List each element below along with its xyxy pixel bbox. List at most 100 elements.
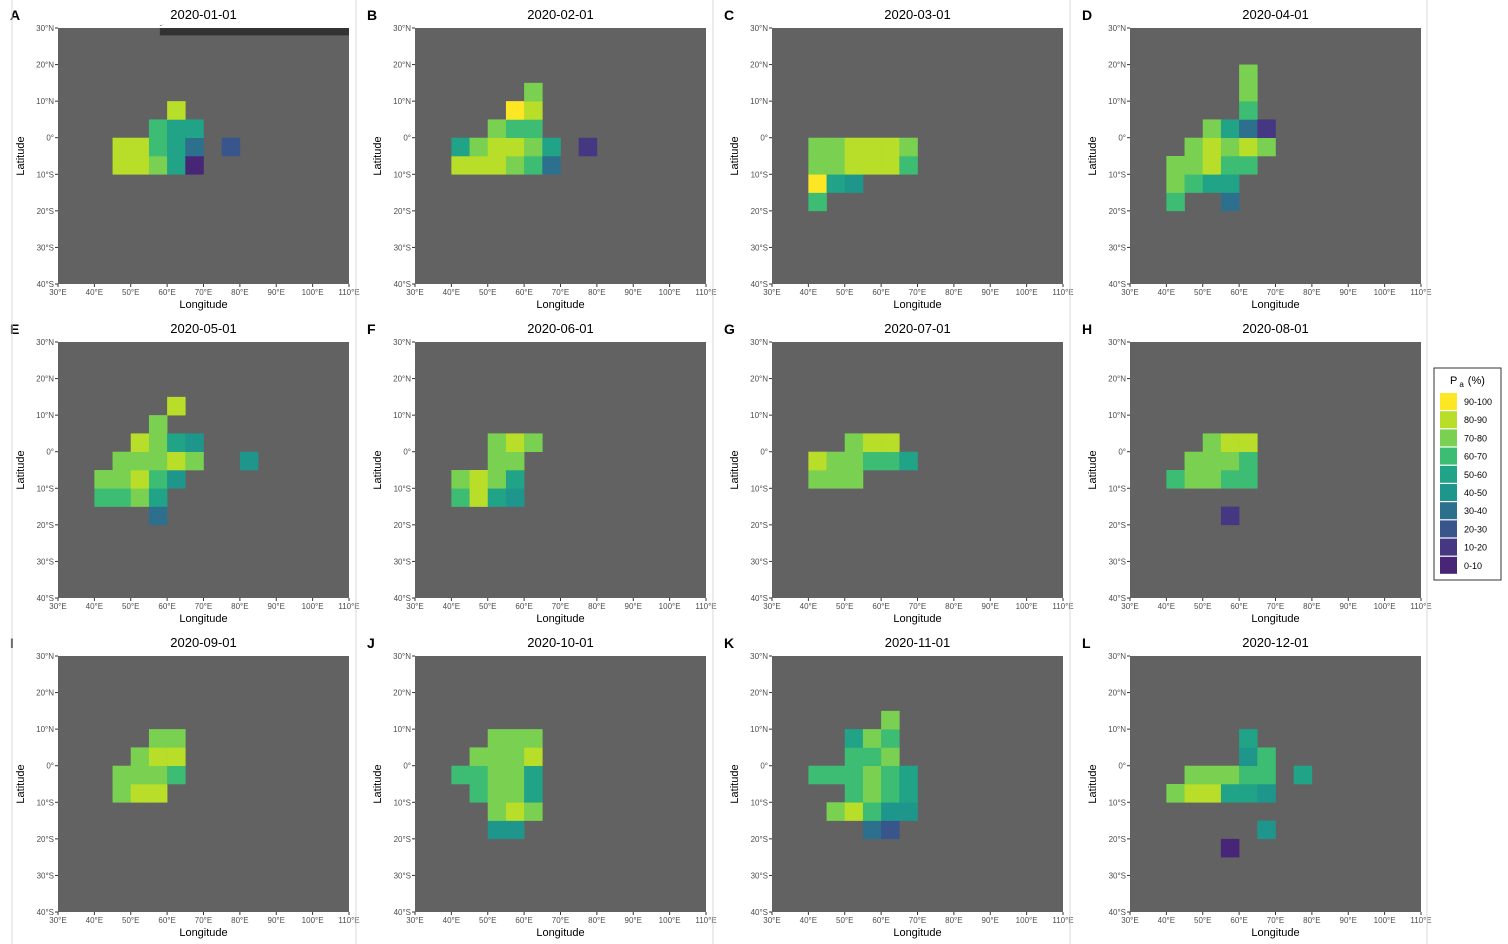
x-tick-label: 60°E bbox=[158, 916, 175, 925]
heat-cell bbox=[469, 747, 489, 767]
y-tick-label: 10°N bbox=[1108, 411, 1126, 420]
heat-cell bbox=[469, 784, 489, 803]
x-tick-label: 30°E bbox=[49, 916, 66, 925]
heat-cell bbox=[167, 729, 186, 748]
heat-cell bbox=[1239, 156, 1258, 175]
heat-cell bbox=[844, 470, 864, 489]
y-tick-label: 10°N bbox=[393, 411, 411, 420]
heat-cell bbox=[1202, 784, 1222, 803]
heat-cell bbox=[130, 747, 150, 767]
panel-L: L 2020-12-01 30°E 40°E 50°E 60°E 70°E 80°E 90°E 1… bbox=[1082, 635, 1432, 939]
x-tick-label: 50°E bbox=[122, 288, 139, 297]
x-tick-label: 50°E bbox=[122, 602, 139, 611]
heat-cell bbox=[1184, 451, 1204, 471]
heat-cell bbox=[844, 784, 864, 803]
heat-cell bbox=[1239, 119, 1258, 139]
legend-label: 10-20 bbox=[1464, 543, 1487, 553]
x-tick-label: 30°E bbox=[1121, 916, 1138, 925]
heat-cell bbox=[130, 137, 150, 157]
x-tick-label: 110°E bbox=[1410, 602, 1431, 611]
y-tick-label: 20°N bbox=[1108, 689, 1126, 698]
y-tick-label: 30°N bbox=[36, 24, 54, 33]
x-axis-label: Longitude bbox=[536, 927, 584, 939]
heat-cell bbox=[524, 747, 543, 767]
legend-title-main: P bbox=[1450, 375, 1457, 387]
y-tick-label: 40°S bbox=[394, 908, 411, 917]
legend-title-unit: (%) bbox=[1468, 375, 1485, 387]
heat-cell bbox=[808, 174, 827, 193]
heat-cell bbox=[112, 137, 132, 157]
y-tick-label: 0° bbox=[46, 448, 54, 457]
heat-cell bbox=[148, 433, 168, 453]
y-tick-label: 40°S bbox=[37, 594, 54, 603]
y-tick-label: 40°S bbox=[1109, 280, 1126, 289]
y-axis-label: Latitude bbox=[1087, 764, 1099, 803]
x-tick-label: 100°E bbox=[659, 602, 681, 611]
panel-C: C 2020-03-01 30°E 40°E 50°E 60°E 70°E 80°E 90°E 1… bbox=[724, 7, 1074, 311]
x-tick-label: 40°E bbox=[1158, 288, 1175, 297]
x-tick-label: 100°E bbox=[1016, 288, 1038, 297]
heat-cell bbox=[808, 470, 827, 489]
heat-cell bbox=[808, 451, 827, 471]
x-tick-label: 30°E bbox=[406, 288, 423, 297]
y-tick-label: 10°S bbox=[37, 170, 54, 179]
heat-cell bbox=[185, 451, 204, 471]
panel-G: G 2020-07-01 30°E 40°E 50°E 60°E 70°E 80°E 90°E 1… bbox=[724, 321, 1074, 625]
x-tick-label: 80°E bbox=[1303, 602, 1320, 611]
x-tick-label: 30°E bbox=[763, 288, 780, 297]
x-tick-label: 80°E bbox=[231, 288, 248, 297]
y-tick-label: 10°S bbox=[37, 798, 54, 807]
legend-label: 0-10 bbox=[1464, 561, 1482, 571]
legend-label: 30-40 bbox=[1464, 506, 1487, 516]
x-tick-label: 100°E bbox=[1374, 602, 1396, 611]
x-tick-label: 30°E bbox=[406, 916, 423, 925]
y-tick-label: 40°S bbox=[751, 594, 768, 603]
heat-cell bbox=[1220, 119, 1240, 139]
y-tick-label: 20°S bbox=[1109, 207, 1126, 216]
heat-cell bbox=[148, 137, 168, 157]
x-tick-label: 90°E bbox=[268, 602, 285, 611]
y-tick-label: 30°N bbox=[750, 338, 768, 347]
heat-cell bbox=[1220, 838, 1240, 858]
heat-cell bbox=[524, 119, 543, 139]
x-tick-label: 50°E bbox=[1194, 602, 1211, 611]
heat-cell bbox=[524, 137, 543, 157]
heat-cell bbox=[148, 747, 168, 767]
heat-cell bbox=[130, 433, 150, 453]
y-tick-label: 10°S bbox=[1109, 484, 1126, 493]
x-tick-label: 70°E bbox=[552, 602, 569, 611]
x-tick-label: 60°E bbox=[515, 602, 532, 611]
y-tick-label: 20°N bbox=[393, 689, 411, 698]
panel-letter: K bbox=[724, 635, 734, 651]
y-tick-label: 0° bbox=[403, 448, 411, 457]
panel-A: A 2020-01-01 30°E 40°E 50°E 60°E 70°E 80°E 90°E 1… bbox=[10, 7, 360, 311]
panel-title: 2020-01-01 bbox=[170, 7, 237, 22]
y-tick-label: 30°S bbox=[37, 871, 54, 880]
heat-cell bbox=[826, 137, 846, 157]
heat-cell bbox=[1239, 101, 1258, 120]
y-tick-label: 30°N bbox=[1108, 652, 1126, 661]
y-tick-label: 30°S bbox=[1109, 871, 1126, 880]
heat-cell bbox=[881, 765, 900, 785]
ocean-background bbox=[58, 656, 349, 912]
x-axis-label: Longitude bbox=[1251, 613, 1299, 625]
panel-letter: C bbox=[724, 7, 734, 23]
heat-cell bbox=[469, 156, 489, 175]
y-tick-label: 10°N bbox=[750, 725, 768, 734]
panel-title: 2020-10-01 bbox=[527, 635, 594, 650]
heat-cell bbox=[899, 765, 918, 785]
y-tick-label: 30°N bbox=[1108, 338, 1126, 347]
y-tick-label: 0° bbox=[1118, 134, 1126, 143]
y-tick-label: 40°S bbox=[37, 280, 54, 289]
heat-cell bbox=[1184, 156, 1204, 175]
heat-cell bbox=[130, 765, 150, 785]
heat-cell bbox=[130, 470, 150, 489]
y-tick-label: 20°S bbox=[751, 207, 768, 216]
heat-cell bbox=[524, 433, 543, 453]
heat-cell bbox=[148, 451, 168, 471]
heat-cell bbox=[524, 729, 543, 748]
heat-cell bbox=[1166, 156, 1185, 175]
heat-cell bbox=[148, 415, 168, 434]
y-tick-label: 40°S bbox=[1109, 908, 1126, 917]
y-tick-label: 0° bbox=[46, 134, 54, 143]
